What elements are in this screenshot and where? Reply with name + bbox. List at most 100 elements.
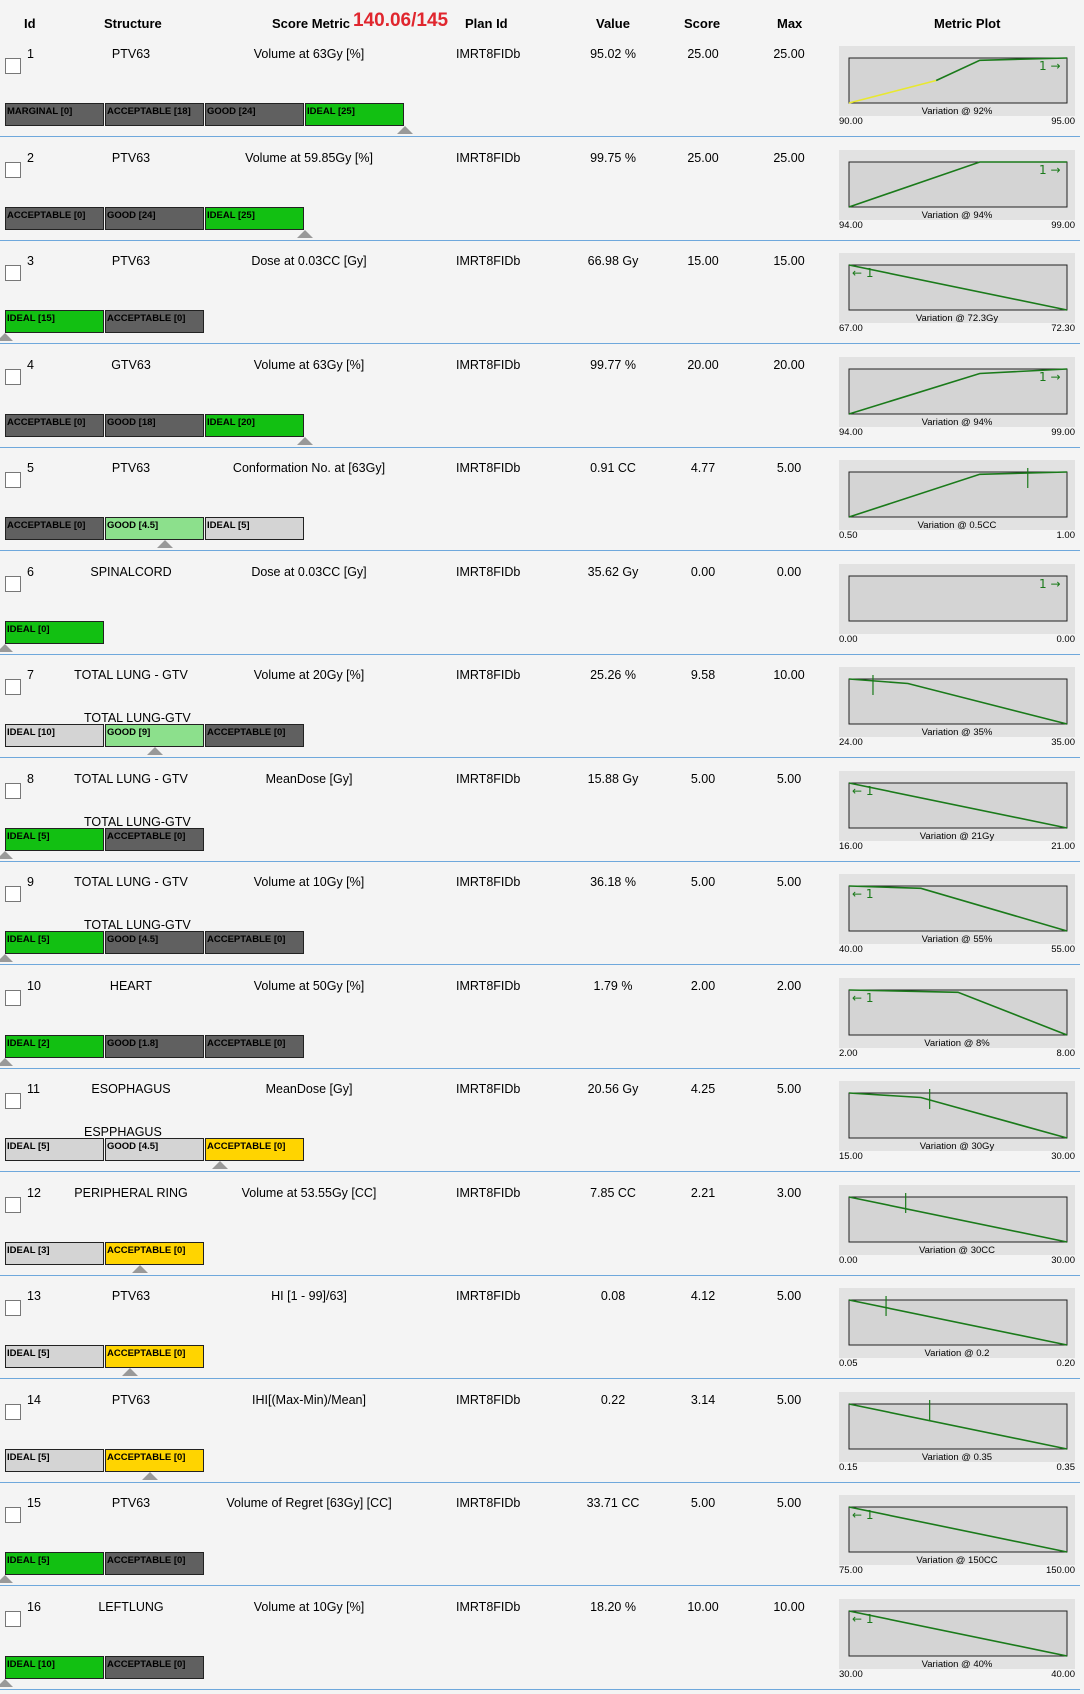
score-level-segment: IDEAL [20] bbox=[205, 413, 304, 437]
table-row[interactable]: 6 SPINALCORD Dose at 0.03CC [Gy] IMRT8FIDb 3… bbox=[0, 552, 1084, 655]
row-score-metric: Volume at 50Gy [%] bbox=[253, 978, 365, 993]
table-row[interactable]: 16 LEFTLUNG Volume at 10Gy [%] IMRT8FIDb 18.… bbox=[0, 1587, 1084, 1690]
row-plan-id: IMRT8FIDb bbox=[456, 1496, 521, 1510]
row-plan-id: IMRT8FIDb bbox=[456, 1082, 521, 1096]
arrow-right-icon: 1 → bbox=[1039, 163, 1061, 177]
plot-max-label: 30.00 bbox=[1051, 1255, 1075, 1266]
header-structure[interactable]: Structure bbox=[104, 16, 162, 31]
table-row[interactable]: 9 TOTAL LUNG - GTV Volume at 10Gy [%] IMRT8… bbox=[0, 862, 1084, 965]
metric-plot-svg: 1 → 94.00 Variation @ 94% 99.00 bbox=[839, 356, 1075, 438]
header-metric-plot[interactable]: Metric Plot bbox=[934, 16, 1001, 31]
row-value: 66.98 Gy bbox=[587, 254, 639, 268]
row-structure: PTV63 bbox=[111, 461, 151, 475]
row-checkbox[interactable] bbox=[5, 989, 21, 1006]
table-row[interactable]: 12 PERIPHERAL RING Volume at 53.55Gy [CC] I… bbox=[0, 1173, 1084, 1276]
row-score-metric: Dose at 0.03CC [Gy] bbox=[251, 564, 367, 579]
score-marker-icon bbox=[0, 954, 13, 962]
table-row[interactable]: 4 GTV63 Volume at 63Gy [%] IMRT8FIDb 99.77 %… bbox=[0, 345, 1084, 448]
table-row[interactable]: 8 TOTAL LUNG - GTV MeanDose [Gy] IMRT8FIDb 1… bbox=[0, 759, 1084, 862]
row-separator bbox=[0, 136, 1080, 137]
header-plan-id[interactable]: Plan Id bbox=[465, 16, 508, 31]
row-checkbox[interactable] bbox=[5, 1507, 21, 1523]
row-checkbox[interactable] bbox=[5, 575, 21, 592]
table-row[interactable]: 15 PTV63 Volume of Regret [63Gy] [CC] IMRT8… bbox=[0, 1483, 1084, 1586]
metric-plot: 1 → 94.00 Variation @ 94% 99.00 bbox=[839, 356, 1075, 439]
row-checkbox[interactable] bbox=[5, 782, 21, 799]
plot-line bbox=[848, 988, 1068, 1036]
score-level-bar: ACCEPTABLE [0] GOOD [4.5] IDEAL [5] bbox=[5, 517, 304, 540]
row-checkbox[interactable] bbox=[5, 679, 21, 695]
row-checkbox[interactable] bbox=[5, 1093, 21, 1109]
row-sublabel: TOTAL LUNG-GTV bbox=[84, 711, 191, 725]
row-plan-id: IMRT8FIDb bbox=[456, 1599, 521, 1614]
plot-frame bbox=[848, 471, 1068, 518]
score-level-segment: IDEAL [3] bbox=[5, 1241, 104, 1265]
plot-variation-label: Variation @ 21Gy bbox=[920, 831, 995, 842]
row-checkbox[interactable] bbox=[5, 1300, 21, 1316]
row-score-metric: Conformation No. at [63Gy] bbox=[232, 461, 386, 475]
table-row[interactable]: 14 PTV63 IHI[(Max-Min)/Mean] IMRT8FIDb 0.22 3… bbox=[0, 1380, 1084, 1483]
score-level-segment: ACCEPTABLE [0] bbox=[105, 1345, 204, 1368]
arrow-left-icon: ← 1 bbox=[852, 1612, 874, 1626]
row-id: 12 bbox=[27, 1185, 41, 1200]
row-checkbox[interactable] bbox=[5, 1403, 21, 1420]
row-checkbox[interactable] bbox=[5, 886, 21, 902]
row-plan-id: IMRT8FIDb bbox=[456, 564, 521, 579]
table-row[interactable]: 10 HEART Volume at 50Gy [%] IMRT8FIDb 1.79 %… bbox=[0, 966, 1084, 1069]
row-checkbox[interactable] bbox=[5, 265, 21, 281]
header-score-metric[interactable]: Score Metric bbox=[272, 16, 351, 31]
row-max: 10.00 bbox=[773, 1599, 805, 1614]
table-row[interactable]: 11 ESOPHAGUS MeanDose [Gy] IMRT8FIDb 20.56 G… bbox=[0, 1069, 1084, 1172]
score-level-bar: IDEAL [5] ACCEPTABLE [0] bbox=[5, 1552, 204, 1575]
row-structure: PTV63 bbox=[111, 1289, 151, 1303]
row-score-metric: MeanDose [Gy] bbox=[265, 1082, 353, 1096]
plot-frame bbox=[848, 678, 1068, 725]
row-score: 4.77 bbox=[690, 461, 716, 475]
header-max[interactable]: Max bbox=[777, 16, 803, 31]
header-id[interactable]: Id bbox=[24, 16, 36, 31]
table-row[interactable]: 2 PTV63 Volume at 59.85Gy [%] IMRT8FIDb 99.7… bbox=[0, 138, 1084, 241]
table-row[interactable]: 1 PTV63 Volume at 63Gy [%] IMRT8FIDb 95.02 %… bbox=[0, 34, 1084, 137]
row-score-metric: Volume at 10Gy [%] bbox=[253, 875, 365, 889]
row-score: 25.00 bbox=[687, 47, 719, 61]
row-checkbox[interactable] bbox=[5, 161, 21, 178]
plot-max-label: 35.00 bbox=[1051, 737, 1075, 748]
table-row[interactable]: 3 PTV63 Dose at 0.03CC [Gy] IMRT8FIDb 66.98 … bbox=[0, 241, 1084, 344]
metric-plot: 0.50 Variation @ 0.5CC 1.00 bbox=[839, 460, 1075, 542]
row-score: 5.00 bbox=[690, 1496, 716, 1510]
row-score-metric: Volume of Regret [63Gy] [CC] bbox=[226, 1496, 392, 1510]
row-checkbox[interactable] bbox=[5, 472, 21, 488]
score-marker-icon bbox=[0, 850, 13, 859]
row-value: 99.77 % bbox=[590, 357, 636, 372]
row-checkbox[interactable] bbox=[5, 368, 21, 385]
score-level-segment: IDEAL [10] bbox=[5, 724, 104, 747]
table-row[interactable]: 7 TOTAL LUNG - GTV Volume at 20Gy [%] IMRT8… bbox=[0, 655, 1084, 758]
score-level-segment: IDEAL [5] bbox=[5, 1552, 104, 1575]
row-value: 0.91 CC bbox=[590, 461, 636, 475]
table-row[interactable]: 5 PTV63 Conformation No. at [63Gy] IMRT8FID… bbox=[0, 448, 1084, 551]
plot-variation-label: Variation @ 150CC bbox=[916, 1555, 997, 1566]
row-value: 33.71 CC bbox=[586, 1496, 640, 1510]
row-id: 7 bbox=[27, 668, 34, 682]
header-value[interactable]: Value bbox=[596, 16, 630, 31]
score-level-segment: GOOD [4.5] bbox=[105, 931, 204, 954]
score-level-segment: ACCEPTABLE [0] bbox=[5, 413, 104, 437]
row-checkbox[interactable] bbox=[5, 1610, 21, 1627]
row-separator bbox=[0, 1171, 1080, 1172]
plot-variation-label: Variation @ 72.3Gy bbox=[916, 313, 999, 324]
table-row[interactable]: 13 PTV63 HI [1 - 99]/63] IMRT8FIDb 0.08 4.12 5… bbox=[0, 1276, 1084, 1379]
plot-line bbox=[848, 781, 1068, 829]
score-level-bar: IDEAL [5] ACCEPTABLE [0] bbox=[5, 1448, 204, 1472]
score-marker-icon bbox=[397, 126, 413, 134]
row-max: 25.00 bbox=[773, 47, 805, 61]
header-score[interactable]: Score bbox=[684, 16, 721, 31]
score-level-bar: IDEAL [10] ACCEPTABLE [0] bbox=[5, 1655, 204, 1679]
row-score-metric: Volume at 63Gy [%] bbox=[253, 47, 365, 61]
row-separator bbox=[0, 964, 1080, 965]
row-checkbox[interactable] bbox=[5, 58, 21, 74]
score-level-segment: ACCEPTABLE [0] bbox=[105, 1448, 204, 1472]
row-checkbox[interactable] bbox=[5, 1196, 21, 1213]
plot-line bbox=[848, 160, 1067, 208]
row-value: 7.85 CC bbox=[590, 1185, 636, 1200]
score-level-segment: MARGINAL [0] bbox=[5, 103, 104, 126]
